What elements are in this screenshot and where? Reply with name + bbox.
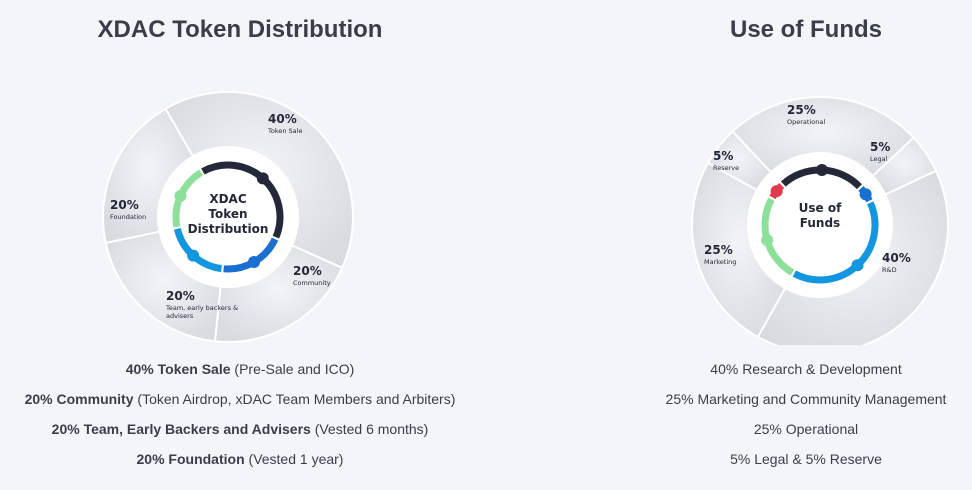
svg-text:40%: 40%	[268, 112, 297, 126]
svg-text:20%: 20%	[293, 264, 322, 278]
svg-text:advisers: advisers	[166, 312, 194, 320]
legend-detail: (Vested 6 months)	[310, 421, 429, 437]
svg-text:R&D: R&D	[882, 266, 897, 274]
legend-bold: 40% Token Sale	[125, 361, 231, 377]
legend-detail: 40% Research & Development	[710, 361, 902, 377]
legend-detail: (Vested 1 year)	[244, 451, 344, 467]
token-distribution-title: XDAC Token Distribution	[97, 16, 383, 43]
legend-line: 40% Token Sale (Pre-Sale and ICO)	[0, 354, 480, 384]
arc-marker-r-d	[851, 259, 864, 272]
legend-detail: 25% Operational	[753, 421, 859, 437]
legend-bold: 20% Community	[24, 391, 134, 407]
svg-text:5%: 5%	[713, 149, 733, 163]
slice-label-legal: 5%Legal	[870, 140, 890, 163]
arc-marker-community	[248, 256, 260, 269]
legend-line: 20% Team, Early Backers and Advisers (Ve…	[0, 414, 480, 444]
arc-marker-marketing	[761, 234, 774, 247]
token-distribution-legend: 40% Token Sale (Pre-Sale and ICO) 20% Com…	[0, 354, 480, 474]
slice-token-sale	[164, 91, 354, 270]
arc-marker-token-sale	[256, 172, 269, 185]
legend-bold: 20% Team, Early Backers and Advisers	[51, 421, 311, 437]
slice-label-marketing: 25%Marketing	[704, 243, 736, 266]
arc-marker-team-early-backers	[187, 249, 200, 262]
use-of-funds-panel: Use of Funds Use of Funds 25% Operational 5%…	[640, 0, 972, 490]
center-label: XDAC Token Distribution	[188, 192, 269, 236]
svg-text:Legal: Legal	[870, 155, 888, 163]
slice-foundation	[102, 107, 195, 245]
svg-text:Marketing: Marketing	[704, 258, 736, 266]
svg-text:20%: 20%	[110, 198, 139, 212]
legend-detail: 5% Legal & 5% Reserve	[730, 451, 882, 467]
legend-detail: (Token Airdrop, xDAC Team Members and Ar…	[133, 391, 456, 407]
slice-label-reserve: 5%Reserve	[713, 149, 739, 172]
use-of-funds-legend: 40% Research & Development 25% Marketing …	[640, 354, 972, 474]
svg-text:25%: 25%	[787, 103, 816, 117]
legend-line: 20% Foundation (Vested 1 year)	[0, 444, 480, 474]
token-distribution-panel: XDAC Token Distribution XDAC Token Distrib…	[0, 0, 480, 490]
svg-text:Reserve: Reserve	[713, 164, 739, 172]
arc-marker-legal	[859, 188, 872, 201]
slice-label-operational: 25%Operational	[787, 103, 825, 126]
slice-label-token-sale: 40%Token Sale	[267, 112, 302, 135]
legend-detail: (Pre-Sale and ICO)	[230, 361, 355, 377]
slice-label-foundation: 20%Foundation	[110, 198, 146, 221]
legend-line: 5% Legal & 5% Reserve	[640, 444, 972, 474]
arc-marker-reserve	[770, 185, 783, 198]
legend-detail: 25% Marketing and Community Management	[665, 391, 947, 407]
svg-text:25%: 25%	[704, 243, 733, 257]
svg-text:Foundation: Foundation	[110, 213, 146, 221]
svg-text:5%: 5%	[870, 140, 890, 154]
legend-bold: 20% Foundation	[136, 451, 245, 467]
legend-line: 20% Community (Token Airdrop, xDAC Team …	[0, 384, 480, 414]
slice-label-r-d: 40%R&D	[882, 251, 911, 274]
slice-label-community: 20%Community	[293, 264, 331, 287]
legend-line: 25% Operational	[640, 414, 972, 444]
legend-line: 40% Research & Development	[640, 354, 972, 384]
arc-marker-operational	[815, 164, 828, 177]
svg-text:Team, early backers &: Team, early backers &	[165, 304, 238, 312]
svg-text:Operational: Operational	[787, 118, 825, 126]
arc-marker-foundation	[174, 189, 187, 202]
svg-text:Community: Community	[293, 279, 331, 287]
use-of-funds-donut: Use of Funds25%Operational5%Legal40%R&D25…	[691, 96, 949, 345]
use-of-funds-title: Use of Funds	[729, 16, 882, 43]
slice-label-team-early-backers: 20%Team, early backers &advisers	[165, 289, 238, 320]
svg-text:40%: 40%	[882, 251, 911, 265]
legend-line: 25% Marketing and Community Management	[640, 384, 972, 414]
center-label: Use of Funds	[799, 201, 842, 230]
svg-text:Token Sale: Token Sale	[267, 127, 302, 135]
svg-text:20%: 20%	[166, 289, 195, 303]
